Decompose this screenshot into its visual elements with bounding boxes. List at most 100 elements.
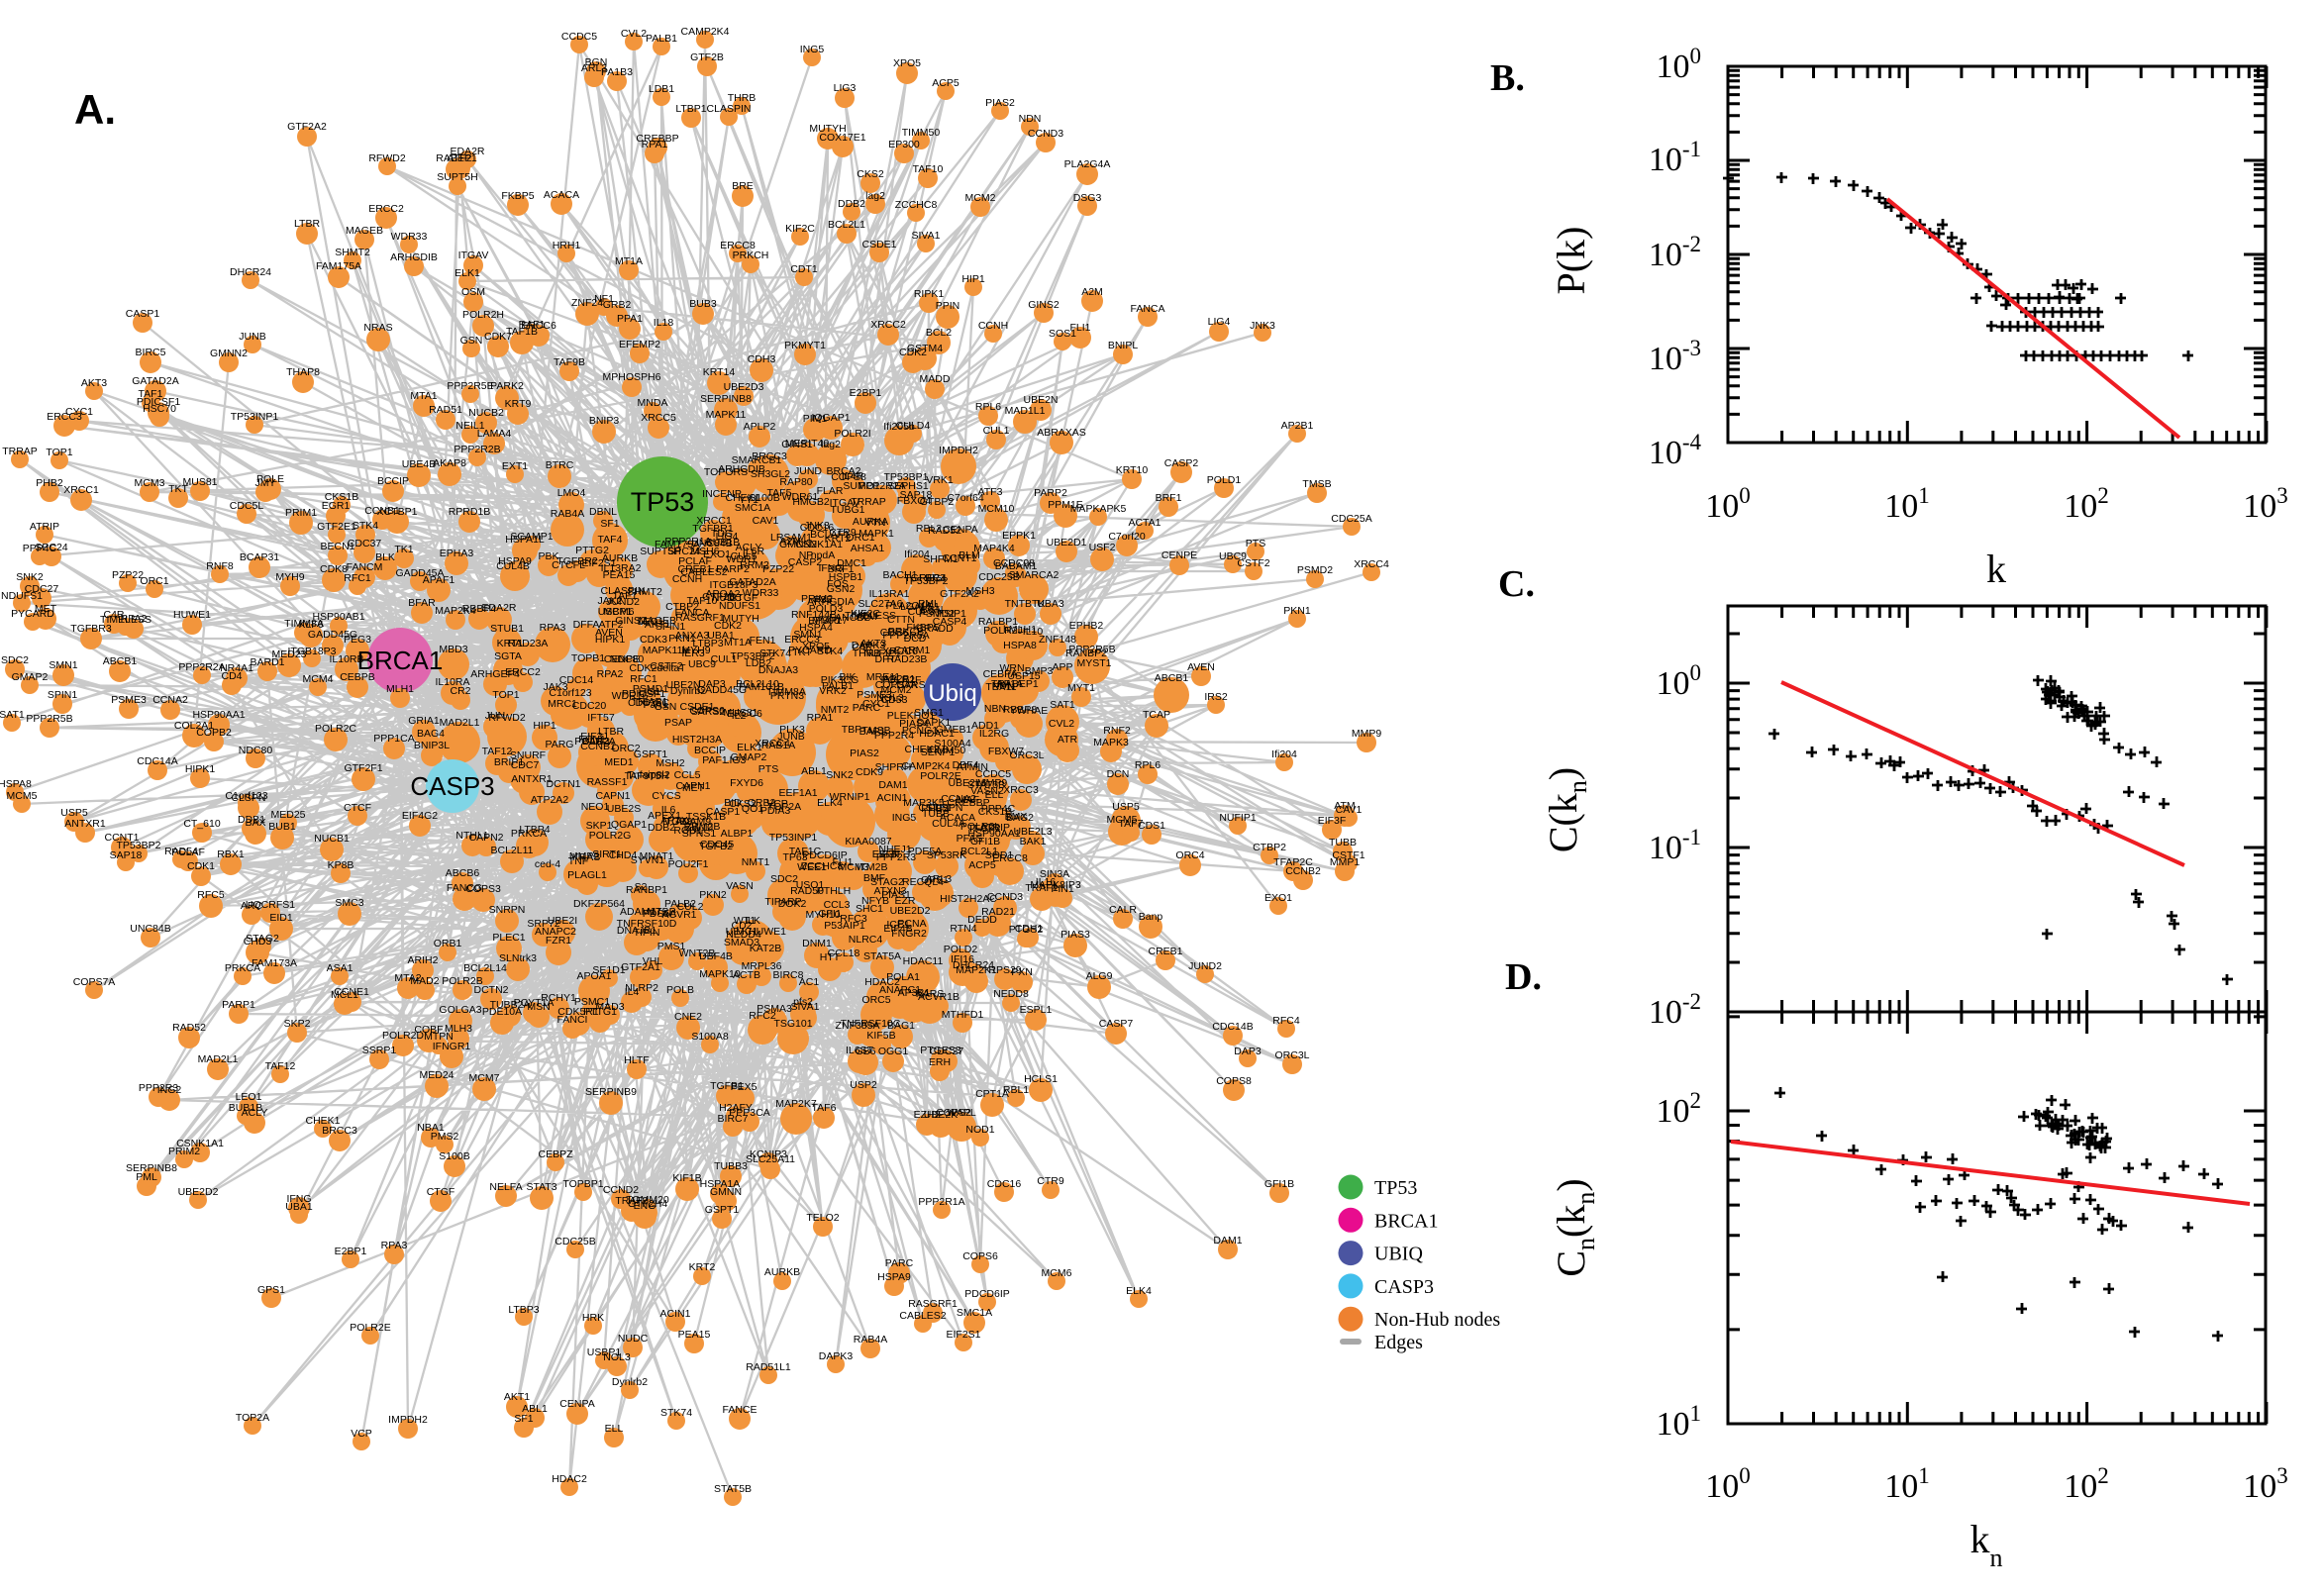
svg-text:AP3B1: AP3B1 xyxy=(898,987,931,999)
svg-text:PXN: PXN xyxy=(1011,966,1033,978)
svg-text:IRS2: IRS2 xyxy=(1204,691,1228,703)
svg-text:ACP5: ACP5 xyxy=(968,859,996,871)
svg-text:TOP1: TOP1 xyxy=(46,447,72,458)
svg-text:RIPK1: RIPK1 xyxy=(914,288,945,300)
svg-text:CLSPN: CLSPN xyxy=(928,802,962,814)
svg-text:MED25: MED25 xyxy=(270,809,305,821)
svg-text:Non-Hub nodes: Non-Hub nodes xyxy=(1374,1309,1500,1331)
svg-text:CTCFL: CTCFL xyxy=(552,559,585,571)
svg-text:CDC25B: CDC25B xyxy=(978,571,1019,583)
svg-text:TMSB: TMSB xyxy=(861,725,890,737)
svg-text:KRT10: KRT10 xyxy=(1116,464,1149,476)
svg-text:CKS2: CKS2 xyxy=(729,798,757,810)
svg-text:RAD23B: RAD23B xyxy=(887,653,928,665)
svg-text:FANCG: FANCG xyxy=(447,882,482,894)
svg-text:lag2: lag2 xyxy=(821,439,841,450)
svg-text:PIAS2: PIAS2 xyxy=(850,748,879,759)
svg-text:VTN: VTN xyxy=(865,517,886,529)
svg-text:EDA2R: EDA2R xyxy=(481,602,516,614)
svg-text:NBN: NBN xyxy=(984,703,1006,715)
svg-text:MCL1: MCL1 xyxy=(331,989,358,1001)
svg-text:AKT3: AKT3 xyxy=(81,377,107,389)
svg-text:P(k): P(k) xyxy=(1549,227,1593,295)
svg-text:RAB4A: RAB4A xyxy=(551,508,584,520)
svg-text:APLP2: APLP2 xyxy=(744,421,776,433)
svg-text:MMP1: MMP1 xyxy=(1330,856,1360,868)
svg-text:TAF12: TAF12 xyxy=(482,746,513,757)
svg-text:MUTYH: MUTYH xyxy=(809,123,846,135)
svg-text:HIST2H3A: HIST2H3A xyxy=(672,734,722,746)
svg-text:UBE2N: UBE2N xyxy=(1023,394,1058,406)
svg-text:BAG2: BAG2 xyxy=(1006,812,1034,824)
svg-text:PSIP1: PSIP1 xyxy=(937,608,966,620)
svg-text:KRT9: KRT9 xyxy=(505,398,532,410)
svg-text:NLRC4: NLRC4 xyxy=(849,934,883,946)
svg-text:PKN1: PKN1 xyxy=(668,633,696,645)
svg-text:HUWE1: HUWE1 xyxy=(173,609,211,621)
svg-text:PTHLH: PTHLH xyxy=(817,885,851,897)
svg-text:LIG4: LIG4 xyxy=(1208,316,1231,328)
svg-text:SYVN1: SYVN1 xyxy=(631,854,665,866)
svg-text:MTBP: MTBP xyxy=(647,906,675,918)
svg-text:GINS1: GINS1 xyxy=(781,439,813,450)
svg-text:GRB2: GRB2 xyxy=(748,797,776,809)
svg-text:IL10RA: IL10RA xyxy=(435,676,469,688)
svg-text:CAV1: CAV1 xyxy=(1336,804,1363,816)
svg-text:PDIA3: PDIA3 xyxy=(760,805,791,817)
svg-text:STK74: STK74 xyxy=(759,648,791,659)
svg-text:XRCC6: XRCC6 xyxy=(882,646,918,657)
svg-text:TP53BP2: TP53BP2 xyxy=(904,575,949,587)
svg-text:HUWE1: HUWE1 xyxy=(749,926,786,938)
svg-text:ING5: ING5 xyxy=(892,812,917,824)
svg-text:DSG3: DSG3 xyxy=(1073,192,1102,204)
svg-text:SPIN1: SPIN1 xyxy=(48,689,78,701)
svg-text:HIP1: HIP1 xyxy=(961,273,985,285)
svg-text:KIF1B: KIF1B xyxy=(672,1172,701,1184)
svg-text:PEA15: PEA15 xyxy=(678,1329,711,1341)
svg-text:IL18: IL18 xyxy=(654,317,674,329)
svg-text:BUB1: BUB1 xyxy=(268,821,296,833)
svg-text:MAD3: MAD3 xyxy=(595,1001,624,1013)
svg-text:TRAF2: TRAF2 xyxy=(615,1195,648,1207)
svg-text:IL2RG: IL2RG xyxy=(979,728,1009,740)
svg-text:RPS29: RPS29 xyxy=(988,964,1021,976)
svg-text:STUB1: STUB1 xyxy=(490,623,524,635)
svg-text:BRCA2: BRCA2 xyxy=(826,465,860,477)
svg-text:C(kn): C(kn) xyxy=(1541,767,1592,852)
svg-text:TOPORS: TOPORS xyxy=(704,466,748,478)
svg-text:GATAD2A: GATAD2A xyxy=(729,576,775,588)
svg-text:TBP: TBP xyxy=(842,724,861,736)
svg-text:BIRC8: BIRC8 xyxy=(773,969,804,981)
svg-text:CULD4: CULD4 xyxy=(896,420,931,432)
svg-text:ACTA1: ACTA1 xyxy=(1128,517,1161,529)
svg-text:DNAJB1: DNAJB1 xyxy=(617,925,656,937)
svg-text:TAF12: TAF12 xyxy=(265,1060,296,1072)
svg-text:WDR16: WDR16 xyxy=(612,690,649,702)
svg-text:CKS1B: CKS1B xyxy=(325,491,358,503)
svg-text:SUPT5H: SUPT5H xyxy=(437,171,477,183)
svg-text:TKT: TKT xyxy=(168,483,188,495)
svg-text:DOK2: DOK2 xyxy=(778,898,807,910)
svg-text:QO1: QO1 xyxy=(742,803,763,815)
svg-text:ERCC8: ERCC8 xyxy=(992,852,1028,864)
svg-text:PPP2R5B: PPP2R5B xyxy=(1068,644,1115,655)
svg-text:P53AIP1: P53AIP1 xyxy=(824,920,865,932)
svg-text:100: 100 xyxy=(1705,1463,1751,1505)
svg-text:SUPT5H: SUPT5H xyxy=(640,546,680,557)
svg-text:PA1B3: PA1B3 xyxy=(601,66,633,78)
svg-text:PIAS4: PIAS4 xyxy=(899,718,929,730)
svg-text:PDICSF1: PDICSF1 xyxy=(622,688,666,700)
svg-text:C.: C. xyxy=(1498,563,1535,605)
svg-text:MAP2K4: MAP2K4 xyxy=(435,605,476,617)
svg-text:RRM2B: RRM2B xyxy=(684,821,721,833)
svg-text:JUND2: JUND2 xyxy=(1188,960,1222,972)
svg-text:DCN: DCN xyxy=(1107,768,1130,780)
svg-text:DDB1: DDB1 xyxy=(238,814,265,826)
svg-text:NDN: NDN xyxy=(1019,113,1042,125)
svg-text:MAD2L1: MAD2L1 xyxy=(198,1053,239,1065)
svg-text:IL6: IL6 xyxy=(661,804,676,816)
svg-text:NUFIP1: NUFIP1 xyxy=(863,648,901,659)
svg-text:ATMIN: ATMIN xyxy=(957,761,988,773)
svg-text:POLR2C: POLR2C xyxy=(315,723,356,735)
svg-text:LDB2: LDB2 xyxy=(746,657,771,669)
